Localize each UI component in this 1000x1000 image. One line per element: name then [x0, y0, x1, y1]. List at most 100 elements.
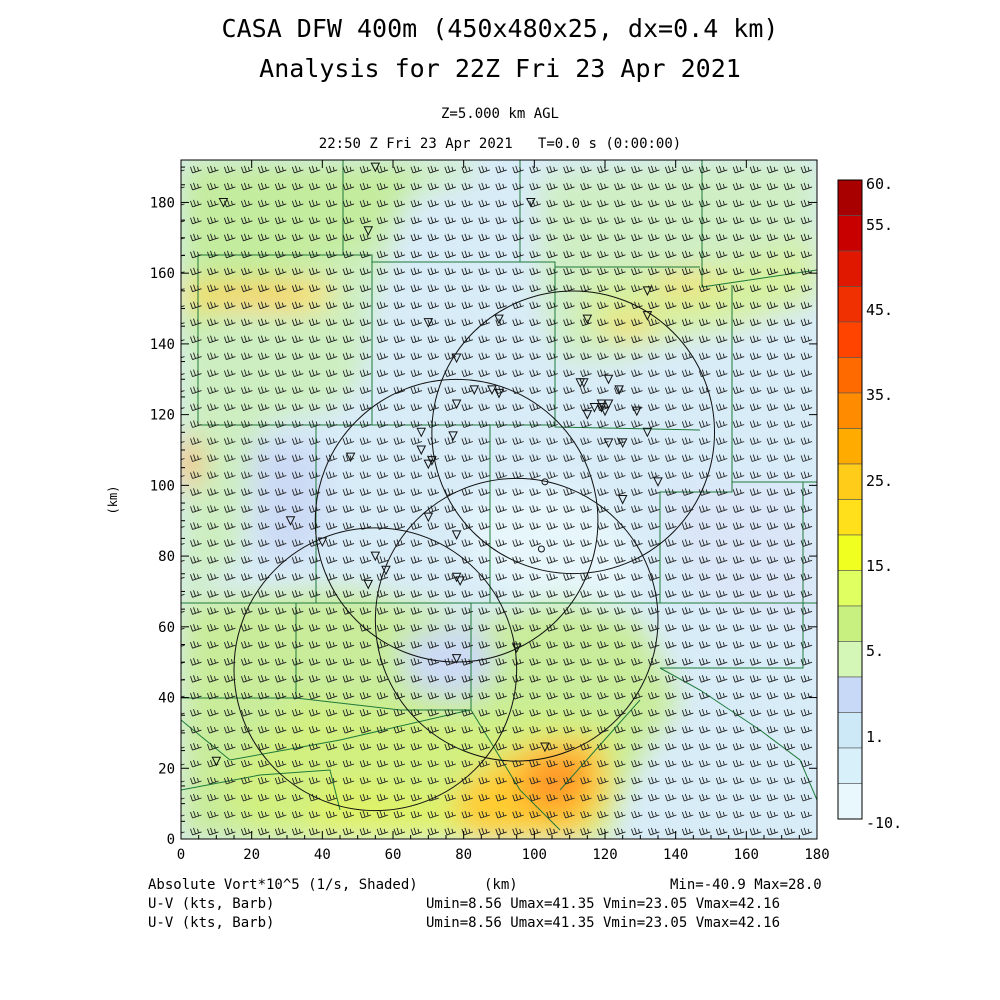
x-tick-label: 40	[314, 847, 331, 863]
hail-marker	[582, 314, 593, 325]
hail-marker	[345, 452, 356, 463]
colorbar-label: -10.	[866, 814, 902, 832]
colorbar-labels: 60. 55. 45. 35. 25. 15. 5. 1. -10.	[866, 175, 902, 832]
x-tick-label: 60	[385, 847, 402, 863]
radar-ring	[431, 290, 716, 575]
radar-site	[541, 478, 549, 486]
radar-site	[537, 545, 545, 553]
x-tick-label: 140	[663, 847, 688, 863]
hail-marker	[600, 406, 610, 417]
colorbar-label: 1.	[866, 728, 884, 746]
radar-ring	[374, 477, 659, 762]
hail-marker	[603, 374, 614, 385]
hail-marker	[451, 530, 462, 540]
y-tick-label: 80	[158, 549, 175, 565]
hail-marker	[578, 378, 589, 388]
colorbar	[837, 179, 863, 820]
y-tick-label: 40	[158, 691, 175, 707]
colorbar-label: 15.	[866, 557, 893, 575]
y-tick-label: 140	[150, 337, 175, 353]
hail-marker	[603, 438, 614, 449]
colorbar-label: 45.	[866, 301, 893, 319]
x-tick-label: 120	[592, 847, 617, 863]
hail-marker	[511, 643, 522, 654]
wind-barbs	[181, 165, 813, 836]
field-minmax: Min=-40.9 Max=28.0	[670, 877, 822, 893]
hail-marker	[589, 403, 600, 413]
colorbar-swatch	[837, 570, 863, 607]
y-tick-label: 20	[158, 761, 175, 777]
hail-marker	[642, 427, 653, 438]
hail-marker	[582, 410, 593, 420]
x-tick-label: 80	[455, 847, 472, 863]
colorbar-swatch	[837, 428, 863, 465]
hail-markers	[211, 162, 663, 767]
x-tick-label: 100	[522, 847, 547, 863]
hail-marker	[423, 459, 434, 470]
hail-marker	[494, 314, 504, 325]
map-subtitle: Analysis for 22Z Fri 23 Apr 2021	[259, 54, 741, 83]
hail-marker	[370, 162, 381, 173]
colorbar-swatch	[837, 463, 863, 500]
y-axis-label: (km)	[106, 486, 120, 515]
barb-stats-1: Umin=8.56 Umax=41.35 Vmin=23.05 Vmax=42.…	[426, 896, 781, 912]
hail-marker	[642, 311, 653, 321]
x-axis-label: (km)	[484, 877, 518, 893]
hail-marker	[381, 565, 391, 576]
radar-ring	[233, 527, 518, 812]
valid-time-label: 22:50 Z Fri 23 Apr 2021 T=0.0 s (0:00:00…	[318, 136, 682, 152]
hail-marker	[596, 399, 607, 410]
hail-marker	[363, 579, 374, 590]
colorbar-swatch	[837, 534, 863, 571]
colorbar-swatch	[837, 357, 863, 394]
x-tick-label: 20	[243, 847, 260, 863]
colorbar-label: 25.	[866, 472, 893, 490]
hail-marker	[363, 226, 374, 236]
colorbar-label: 5.	[866, 642, 884, 660]
colorbar-swatch	[837, 783, 863, 820]
hail-marker	[211, 756, 222, 767]
colorbar-swatch	[837, 321, 863, 358]
colorbar-label: 60.	[866, 175, 893, 193]
colorbar-swatch	[837, 712, 863, 749]
hail-marker	[423, 318, 434, 328]
hail-marker	[285, 516, 296, 526]
y-tick-label: 160	[150, 266, 175, 282]
hail-marker	[451, 654, 462, 664]
hail-marker	[614, 385, 624, 395]
colorbar-swatch	[837, 215, 863, 252]
colorbar-swatch	[837, 499, 863, 536]
hail-marker	[451, 399, 462, 410]
hail-marker	[617, 495, 628, 505]
hail-marker	[370, 551, 381, 562]
vorticity-shading	[181, 160, 817, 839]
field-name: Absolute Vort*10^5 (1/s, Shaded)	[148, 877, 418, 893]
colorbar-swatch	[837, 286, 863, 323]
hail-marker	[423, 512, 434, 523]
colorbar-label: 55.	[866, 216, 893, 234]
map-title: CASA DFW 400m (450x480x25, dx=0.4 km)	[221, 14, 779, 43]
y-tick-label: 0	[167, 832, 175, 848]
colorbar-frame	[837, 179, 863, 820]
y-tick-label: 120	[150, 408, 175, 424]
y-tick-label: 60	[158, 620, 175, 636]
hail-marker	[416, 445, 427, 456]
hail-marker	[455, 576, 465, 586]
hail-marker	[448, 431, 458, 441]
axis-ticks	[180, 160, 818, 840]
hail-marker	[603, 399, 614, 410]
x-tick-label: 160	[734, 847, 759, 863]
colorbar-swatch	[837, 250, 863, 287]
axis-tick-labels: 0 20 40 60 80 100 120 140 160 180 0 20 40 60 80 100 120 1…	[150, 195, 830, 863]
y-tick-label: 100	[150, 478, 175, 494]
hail-marker	[487, 385, 497, 395]
hail-marker	[525, 197, 536, 208]
x-tick-label: 180	[804, 847, 829, 863]
colorbar-swatch	[837, 747, 863, 784]
colorbar-swatch	[837, 641, 863, 678]
colorbar-swatch	[837, 676, 863, 713]
x-tick-label: 0	[177, 847, 185, 863]
hail-marker	[653, 477, 663, 487]
colorbar-swatch	[837, 179, 863, 216]
